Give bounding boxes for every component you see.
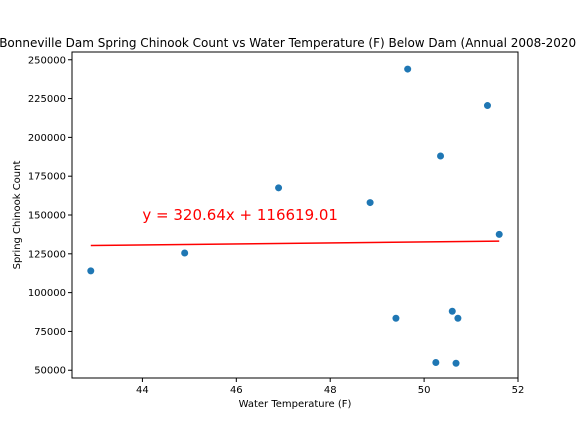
data-point (392, 315, 399, 322)
y-tick-label: 225000 (28, 94, 66, 105)
y-tick-label: 150000 (28, 211, 66, 222)
y-axis-label: Spring Chinook Count (12, 161, 23, 270)
y-tick-label: 100000 (28, 288, 66, 299)
chart-title: Bonneville Dam Spring Chinook Count vs W… (0, 36, 576, 50)
y-tick-label: 250000 (28, 55, 66, 66)
data-point (404, 66, 411, 73)
x-tick-label: 52 (512, 385, 525, 396)
x-axis-label: Water Temperature (F) (239, 399, 352, 410)
y-axis-ticks: 50000 75000 100000 125000 150000 175000 200000… (28, 55, 72, 376)
data-point (87, 267, 94, 274)
regression-equation: y = 320.64x + 116619.01 (142, 206, 338, 224)
x-tick-label: 46 (230, 385, 243, 396)
y-tick-label: 175000 (28, 172, 66, 183)
y-tick-label: 200000 (28, 133, 66, 144)
y-tick-label: 125000 (28, 249, 66, 260)
y-tick-label: 50000 (34, 366, 66, 377)
x-tick-label: 48 (324, 385, 337, 396)
x-axis-ticks: 44 46 48 50 52 (136, 378, 524, 396)
data-point (437, 153, 444, 160)
data-point (496, 231, 503, 238)
data-point (181, 250, 188, 257)
data-point (454, 315, 461, 322)
regression-line (91, 241, 499, 245)
data-point (484, 102, 491, 109)
y-tick-label: 75000 (34, 327, 66, 338)
x-tick-label: 44 (136, 385, 149, 396)
data-point (449, 308, 456, 315)
data-point (453, 360, 460, 367)
x-tick-label: 50 (418, 385, 431, 396)
data-point (432, 359, 439, 366)
data-point (275, 184, 282, 191)
data-point (367, 199, 374, 206)
